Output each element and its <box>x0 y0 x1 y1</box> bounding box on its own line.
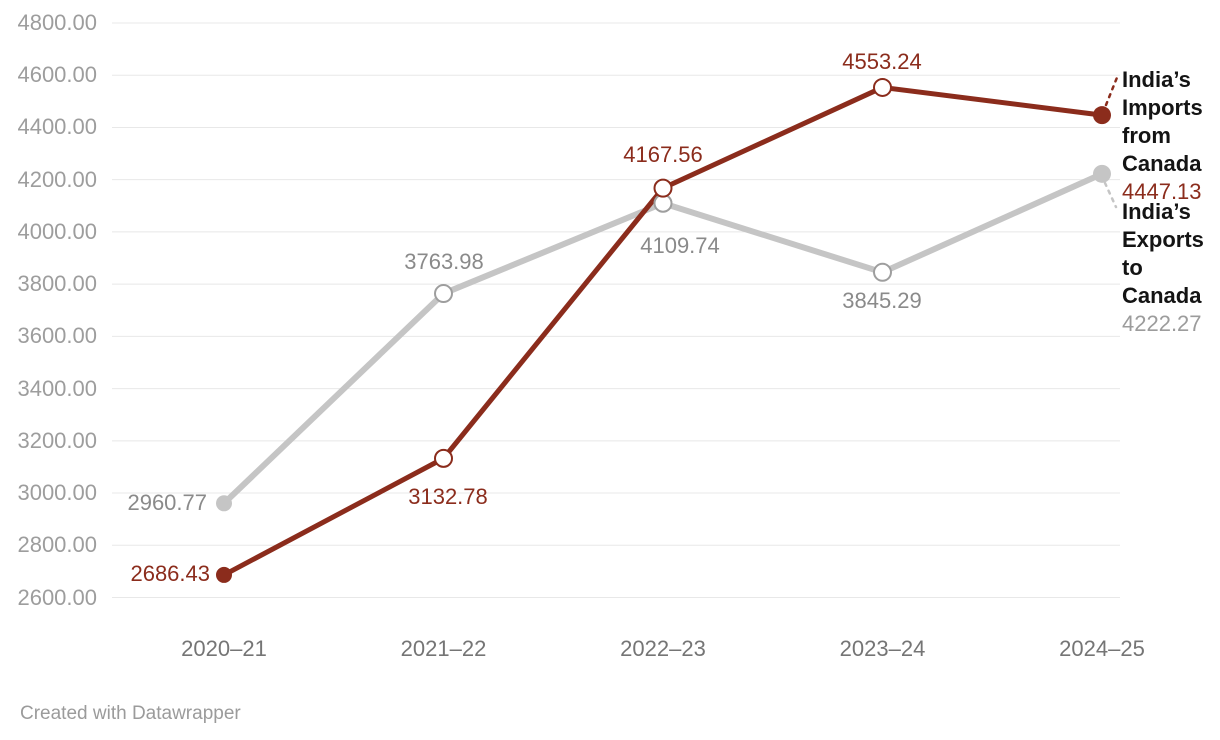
y-axis-tick-label: 3800.00 <box>17 271 97 297</box>
data-point-imports <box>216 566 232 583</box>
point-value-label-exports: 3763.98 <box>404 249 484 274</box>
legend-imports-label: India’s Imports from Canada <box>1122 67 1203 176</box>
legend-exports-end-value: 4222.27 <box>1122 311 1202 336</box>
x-axis-label: 2023–24 <box>839 636 926 661</box>
datawrapper-attribution-link[interactable]: Created with Datawrapper <box>20 703 241 724</box>
data-point-imports <box>434 448 453 468</box>
data-point-exports <box>434 284 453 304</box>
y-axis-tick-label: 4800.00 <box>17 10 97 35</box>
point-value-label-imports: 4167.56 <box>623 142 703 167</box>
legend-connector-imports <box>1104 73 1120 107</box>
point-value-label-imports: 2686.43 <box>130 561 210 586</box>
y-axis-tick-label: 3400.00 <box>17 375 97 401</box>
point-value-label-imports: 3132.78 <box>408 484 488 509</box>
data-point-exports <box>216 495 232 512</box>
point-value-label-exports: 2960.77 <box>127 490 207 515</box>
data-point-exports <box>873 262 892 282</box>
series-line-exports <box>221 170 1105 507</box>
data-point-imports <box>873 77 892 97</box>
y-axis-tick-label: 4000.00 <box>17 218 97 244</box>
y-axis-tick-label: 4200.00 <box>17 166 97 192</box>
point-value-label-imports: 4553.24 <box>842 49 922 74</box>
y-axis-tick-label: 2600.00 <box>17 584 97 610</box>
x-axis-label: 2020–21 <box>181 636 267 661</box>
data-point-exports <box>1093 164 1111 183</box>
y-axis-tick-label: 3200.00 <box>17 427 97 453</box>
legend-exports-label: India’s Exports to Canada <box>1122 199 1204 308</box>
y-axis-tick-label: 3600.00 <box>17 323 97 349</box>
x-axis-label: 2024–25 <box>1059 636 1145 661</box>
point-value-label-exports: 3845.29 <box>842 288 922 313</box>
y-axis-tick-label: 2800.00 <box>17 532 97 558</box>
legend-imports-end-value: 4447.13 <box>1122 179 1202 204</box>
data-point-imports <box>653 178 673 198</box>
x-axis-label: 2021–22 <box>400 636 487 661</box>
legend-connector-exports <box>1103 181 1118 209</box>
y-axis-tick-label: 4400.00 <box>17 114 97 140</box>
y-axis-tick-label: 4600.00 <box>17 62 97 88</box>
data-point-imports <box>1093 106 1111 125</box>
point-value-label-exports: 4109.74 <box>640 233 720 258</box>
y-axis-tick-label: 3000.00 <box>17 480 97 506</box>
x-axis-label: 2022–23 <box>620 636 706 661</box>
